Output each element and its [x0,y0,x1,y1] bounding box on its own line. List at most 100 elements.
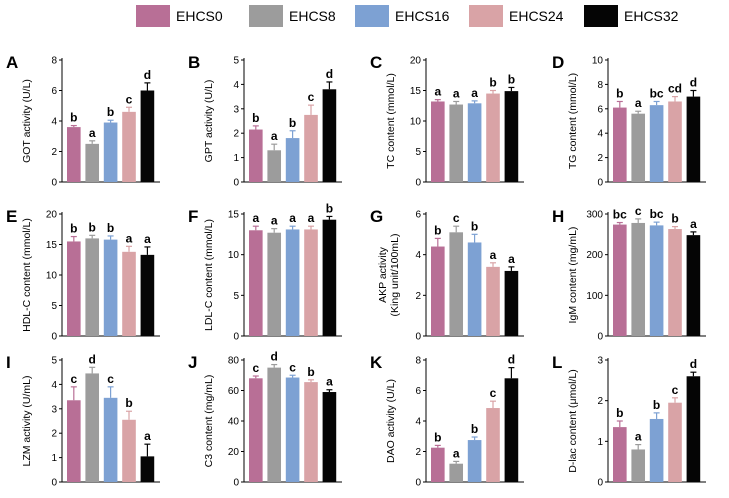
bar-c-ehcs16 [467,103,482,182]
y-tick-label-h: 200 [586,250,603,261]
bar-e-ehcs16 [103,239,118,336]
panel-letter-i: I [6,353,11,372]
legend-label-ehcs16: EHCS16 [395,8,450,24]
significance-letter-g: a [508,252,515,266]
significance-letter-i: a [144,429,151,443]
y-tick-label-i: 5 [51,356,57,367]
chart-panel-j: J 0 20 40 60 80 C3 content (mg/mL) c d c b a [182,344,364,498]
panel-letter-f: F [188,207,198,226]
y-tick-label-f: 5 [233,291,239,302]
significance-letter-k: b [471,422,478,436]
y-axis-label-e: HDL-C content (mmol/L) [21,218,33,332]
y-tick-label-d: 10 [592,56,604,67]
significance-letter-e: b [89,220,96,234]
chart-svg-g: G 0 2 4 6 AKP activity (King unit/100mL) bcb a a [370,207,524,343]
bar-i-ehcs0 [67,400,81,482]
y-axis-label-j: C3 content (mg/mL) [203,375,215,468]
y-tick-label-l: 2 [597,396,603,407]
bar-i-ehcs8 [85,373,100,482]
significance-letter-k: a [453,446,460,460]
bar-l-ehcs24 [668,402,682,482]
significance-letter-i: b [125,396,132,410]
bar-g-ehcs16 [467,242,482,336]
significance-letter-d: bc [650,86,664,100]
bar-d-ehcs24 [668,101,682,182]
y-tick-label-d: 6 [597,104,603,115]
significance-letter-j: c [252,361,259,375]
bar-d-ehcs8 [631,113,646,182]
y-tick-label-d: 2 [597,153,603,164]
legend-label-ehcs0: EHCS0 [176,8,223,24]
y-tick-label-g: 0 [415,332,421,343]
significance-letter-c: b [508,72,515,86]
y-tick-label-l: 0 [597,478,603,489]
y-tick-label-e: 20 [46,210,58,221]
significance-letter-j: c [289,360,296,374]
y-axis-label-l: D-lac content (μmol/L) [567,369,579,473]
bar-d-ehcs32 [686,96,701,182]
chart-panel-c: C 0 5 10 15 20 TC content (mmol/L) a a a b b [364,44,546,198]
bar-j-ehcs32 [322,392,337,482]
y-tick-label-b: 4 [233,80,239,91]
y-tick-label-k: 6 [415,386,421,397]
y-tick-label-e: 0 [51,332,57,343]
significance-letter-b: c [308,90,315,104]
bar-a-ehcs8 [85,143,100,182]
y-tick-label-b: 3 [233,104,239,115]
bar-f-ehcs24 [304,229,318,336]
significance-letter-c: a [453,86,460,100]
significance-letter-i: d [89,352,96,366]
bar-b-ehcs16 [285,138,300,182]
bar-c-ehcs8 [449,104,464,182]
bar-e-ehcs32 [140,254,155,336]
bar-f-ehcs16 [285,229,300,336]
bar-k-ehcs24 [486,408,500,482]
y-tick-label-g: 6 [415,210,421,221]
significance-letter-e: b [70,222,77,236]
y-tick-label-g: 2 [415,291,421,302]
chart-panel-f: F 0 5 10 15 LDL-C content (mmol/L) a a a a b [182,198,364,352]
panel-letter-l: L [552,353,562,372]
bar-j-ehcs0 [249,378,263,482]
legend-swatch-ehcs8 [249,5,283,27]
significance-letter-a: b [107,105,114,119]
y-tick-label-b: 5 [233,56,239,67]
bar-k-ehcs32 [504,378,519,482]
bar-h-ehcs8 [631,222,646,336]
legend-swatch-ehcs16 [355,5,389,27]
significance-letter-i: c [107,372,114,386]
y-axis-label-i: LZM activity (U/mL) [21,375,33,466]
bar-i-ehcs24 [122,419,136,482]
y-tick-label-k: 4 [415,417,421,428]
bar-b-ehcs8 [267,150,282,182]
y-tick-label-d: 4 [597,129,603,140]
bar-c-ehcs0 [431,101,445,182]
bar-h-ehcs32 [686,235,701,336]
bar-g-ehcs32 [504,270,519,336]
significance-letter-j: b [307,365,314,379]
significance-letter-k: b [434,430,441,444]
y-tick-label-e: 15 [46,240,58,251]
chart-panel-b: B 0 1 2 3 4 5 GPT activity (U/L) b a b c d [182,44,364,198]
y-tick-label-k: 0 [415,478,421,489]
y-tick-label-f: 15 [228,210,240,221]
y-tick-label-e: 5 [51,301,57,312]
y-tick-label-i: 2 [51,429,57,440]
significance-letter-d: b [616,86,623,100]
significance-letter-g: a [490,248,497,262]
significance-letter-l: d [690,357,697,371]
legend-item-ehcs8: EHCS8 [249,5,336,27]
bar-h-ehcs0 [613,224,627,336]
significance-letter-d: cd [668,82,682,96]
significance-letter-f: a [252,211,259,225]
bar-e-ehcs8 [85,238,100,336]
bar-a-ehcs32 [140,90,155,182]
y-axis-label-g: (King unit/100mL) [389,234,401,317]
y-tick-label-c: 20 [410,56,422,67]
